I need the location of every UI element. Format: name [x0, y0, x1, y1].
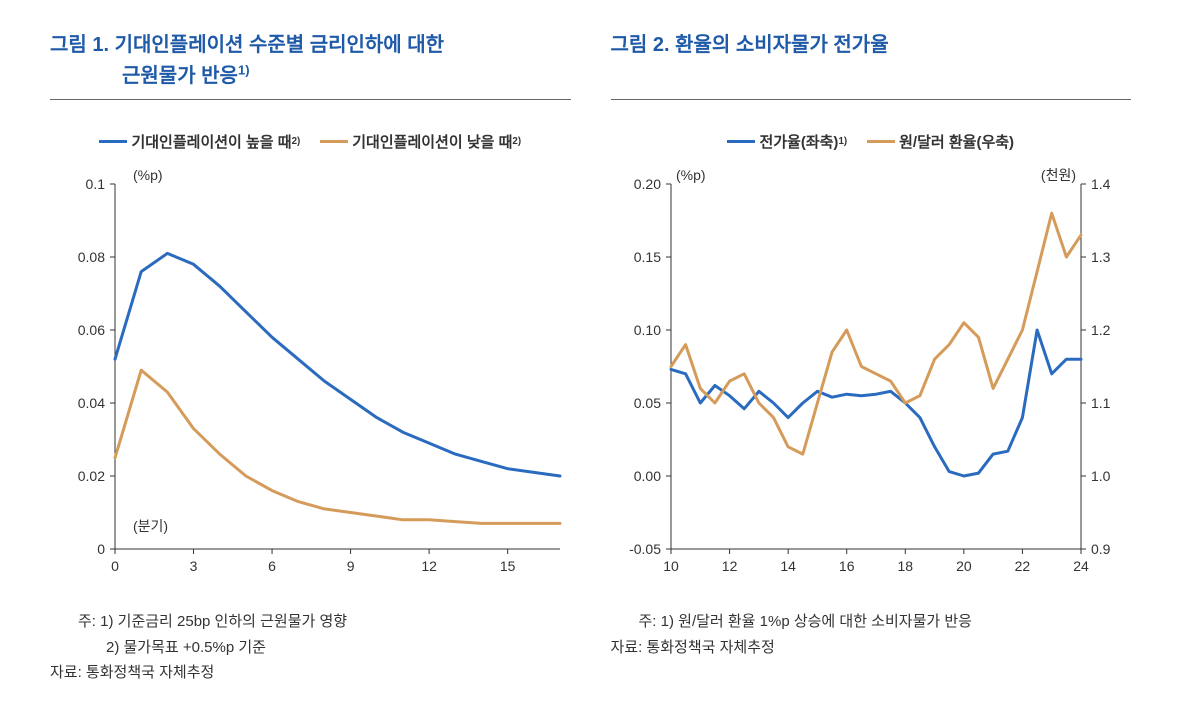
svg-text:1.1: 1.1	[1091, 395, 1111, 411]
legend-label: 기대인플레이션이 높을 때	[131, 131, 291, 152]
figure-1-chart: 0 0.02 0.04 0.06 0.08 0.1 0 3 6 9 12 15 (%p) (분기)	[50, 164, 571, 584]
svg-text:22: 22	[1014, 558, 1030, 574]
figure-1: 그림 1. 기대인플레이션 수준별 금리인하에 대한 근원물가 반응1) 기대인…	[50, 30, 571, 686]
svg-text:0.02: 0.02	[78, 468, 105, 484]
svg-text:1.2: 1.2	[1091, 322, 1111, 338]
figure-2-note1: 주: 1) 원/달러 환율 1%p 상승에 대한 소비자물가 반응	[611, 609, 1132, 635]
svg-text:0.06: 0.06	[78, 322, 105, 338]
svg-text:(%p): (%p)	[133, 167, 163, 183]
legend-swatch	[320, 140, 348, 143]
svg-text:(분기): (분기)	[133, 518, 168, 534]
svg-text:12: 12	[421, 558, 437, 574]
svg-text:0: 0	[111, 558, 119, 574]
figure-1-legend: 기대인플레이션이 높을 때2)기대인플레이션이 낮을 때2)	[50, 130, 571, 152]
legend-item: 기대인플레이션이 낮을 때2)	[320, 131, 521, 152]
svg-text:9: 9	[347, 558, 355, 574]
svg-text:20: 20	[956, 558, 972, 574]
legend-label: 전가율(좌축)	[759, 131, 838, 152]
svg-text:3: 3	[190, 558, 198, 574]
svg-text:12: 12	[721, 558, 737, 574]
figure-1-title-line2: 근원물가 반응	[122, 65, 238, 87]
figure-2: 그림 2. 환율의 소비자물가 전가율 전가율(좌축)1) 원/달러 환율(우축)…	[611, 30, 1132, 686]
legend-label: 원/달러 환율(우축)	[899, 131, 1014, 152]
legend-swatch	[99, 140, 127, 143]
legend-sup: 2)	[292, 136, 301, 147]
svg-text:0.10: 0.10	[633, 322, 660, 338]
figure-1-notes: 주: 1) 기준금리 25bp 인하의 근원물가 영향 2) 물가목표 +0.5…	[50, 609, 571, 686]
legend-item: 전가율(좌축)1)	[727, 131, 847, 152]
svg-text:0.00: 0.00	[633, 468, 660, 484]
svg-text:0.04: 0.04	[78, 395, 105, 411]
svg-text:1.0: 1.0	[1091, 468, 1111, 484]
svg-text:15: 15	[500, 558, 516, 574]
svg-text:0.1: 0.1	[86, 176, 106, 192]
svg-text:24: 24	[1073, 558, 1089, 574]
svg-text:1.4: 1.4	[1091, 176, 1111, 192]
svg-text:0: 0	[97, 541, 105, 557]
figures-row: 그림 1. 기대인플레이션 수준별 금리인하에 대한 근원물가 반응1) 기대인…	[50, 30, 1131, 686]
legend-label: 기대인플레이션이 낮을 때	[352, 131, 512, 152]
figure-2-chart: -0.05 0.00 0.05 0.10 0.15 0.20 0.9 1.0 1.1 1.2 1.3…	[611, 164, 1132, 584]
svg-text:0.05: 0.05	[633, 395, 660, 411]
figure-1-note2: 2) 물가목표 +0.5%p 기준	[50, 635, 571, 661]
figure-2-legend: 전가율(좌축)1) 원/달러 환율(우축)	[611, 130, 1132, 152]
figure-1-source: 자료: 통화정책국 자체추정	[50, 660, 571, 686]
svg-text:0.20: 0.20	[633, 176, 660, 192]
svg-text:0.9: 0.9	[1091, 541, 1111, 557]
figure-2-notes: 주: 1) 원/달러 환율 1%p 상승에 대한 소비자물가 반응 자료: 통화…	[611, 609, 1132, 660]
legend-swatch	[727, 140, 755, 143]
legend-item: 원/달러 환율(우축)	[867, 131, 1014, 152]
legend-swatch	[867, 140, 895, 143]
svg-text:0.15: 0.15	[633, 249, 660, 265]
svg-text:0.08: 0.08	[78, 249, 105, 265]
legend-sup: 2)	[512, 136, 521, 147]
svg-text:(천원): (천원)	[1040, 167, 1075, 183]
legend-sup: 1)	[838, 136, 847, 147]
figure-2-title-line1: 그림 2. 환율의 소비자물가 전가율	[611, 34, 889, 56]
svg-text:10: 10	[663, 558, 679, 574]
svg-text:-0.05: -0.05	[629, 541, 661, 557]
legend-item: 기대인플레이션이 높을 때2)	[99, 131, 300, 152]
figure-1-title-line1: 그림 1. 기대인플레이션 수준별 금리인하에 대한	[50, 34, 444, 56]
svg-text:16: 16	[838, 558, 854, 574]
svg-text:(%p): (%p)	[676, 167, 706, 183]
svg-text:1.3: 1.3	[1091, 249, 1111, 265]
svg-text:14: 14	[780, 558, 796, 574]
figure-1-title: 그림 1. 기대인플레이션 수준별 금리인하에 대한 근원물가 반응1)	[50, 30, 571, 100]
figure-1-title-sup: 1)	[238, 62, 250, 77]
svg-text:6: 6	[268, 558, 276, 574]
figure-1-note1: 주: 1) 기준금리 25bp 인하의 근원물가 영향	[50, 609, 571, 635]
figure-2-title: 그림 2. 환율의 소비자물가 전가율	[611, 30, 1132, 100]
svg-text:18: 18	[897, 558, 913, 574]
figure-2-source: 자료: 통화정책국 자체추정	[611, 635, 1132, 661]
